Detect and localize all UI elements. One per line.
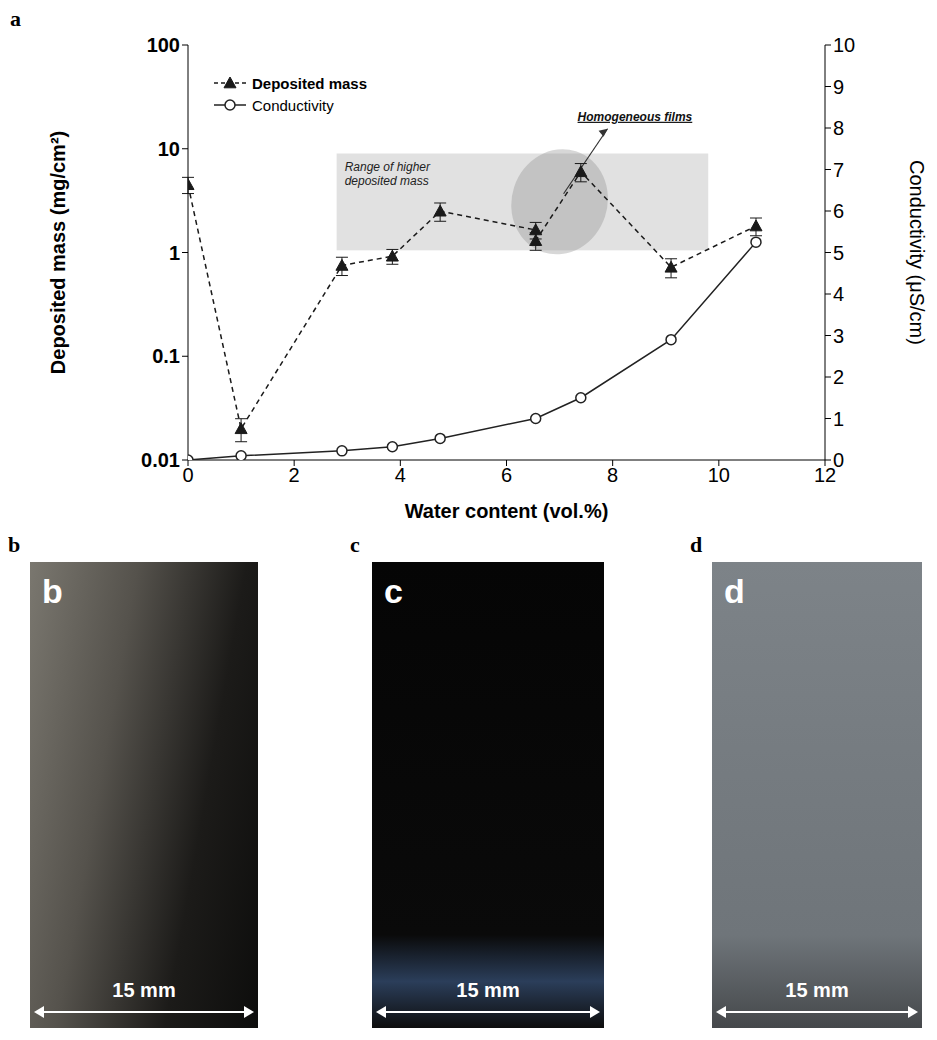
svg-text:Water content (vol.%): Water content (vol.%) <box>405 500 609 522</box>
html-text:b: b <box>8 532 21 557</box>
svg-text:100: 100 <box>147 34 180 56</box>
html-text:d: d <box>724 572 745 610</box>
html-text:15 mm: 15 mm <box>456 979 520 1001</box>
html-text:d: d <box>690 532 703 557</box>
svg-text:5: 5 <box>833 242 844 264</box>
svg-text:4: 4 <box>395 464 406 486</box>
html-text:b: b <box>42 572 63 610</box>
svg-text:8: 8 <box>607 464 618 486</box>
svg-text:3: 3 <box>833 325 844 347</box>
svg-text:Homogeneous films: Homogeneous films <box>578 110 693 124</box>
html-text:c: c <box>350 532 360 557</box>
svg-text:2: 2 <box>833 366 844 388</box>
svg-text:10: 10 <box>708 464 730 486</box>
svg-text:10: 10 <box>158 138 180 160</box>
svg-text:2: 2 <box>289 464 300 486</box>
html-text:15 mm: 15 mm <box>785 979 849 1001</box>
html-text:Deposited mass: Deposited mass <box>252 74 367 92</box>
svg-text:6: 6 <box>833 200 844 222</box>
svg-text:10: 10 <box>833 34 855 56</box>
svg-text:1: 1 <box>833 408 844 430</box>
html-text:a: a <box>10 6 21 31</box>
html-text:15 mm: 15 mm <box>112 979 176 1001</box>
html-text:c: c <box>384 572 403 610</box>
svg-text:Conductivity (μS/cm): Conductivity (μS/cm) <box>906 160 928 345</box>
svg-text:deposited mass: deposited mass <box>345 174 429 188</box>
svg-text:9: 9 <box>833 76 844 98</box>
svg-text:0.01: 0.01 <box>141 449 180 471</box>
svg-text:0.1: 0.1 <box>152 345 180 367</box>
svg-text:7: 7 <box>833 159 844 181</box>
svg-text:12: 12 <box>813 464 837 487</box>
svg-text:0: 0 <box>182 464 193 486</box>
html-text:Conductivity: Conductivity <box>252 96 334 114</box>
svg-text:4: 4 <box>833 283 844 305</box>
svg-text:Range of higher: Range of higher <box>345 160 431 174</box>
svg-text:1: 1 <box>169 242 180 264</box>
svg-text:0: 0 <box>833 449 844 471</box>
svg-text:8: 8 <box>833 117 844 139</box>
svg-text:Deposited mass (mg/cm²): Deposited mass (mg/cm²) <box>47 131 69 374</box>
svg-text:6: 6 <box>501 464 512 486</box>
